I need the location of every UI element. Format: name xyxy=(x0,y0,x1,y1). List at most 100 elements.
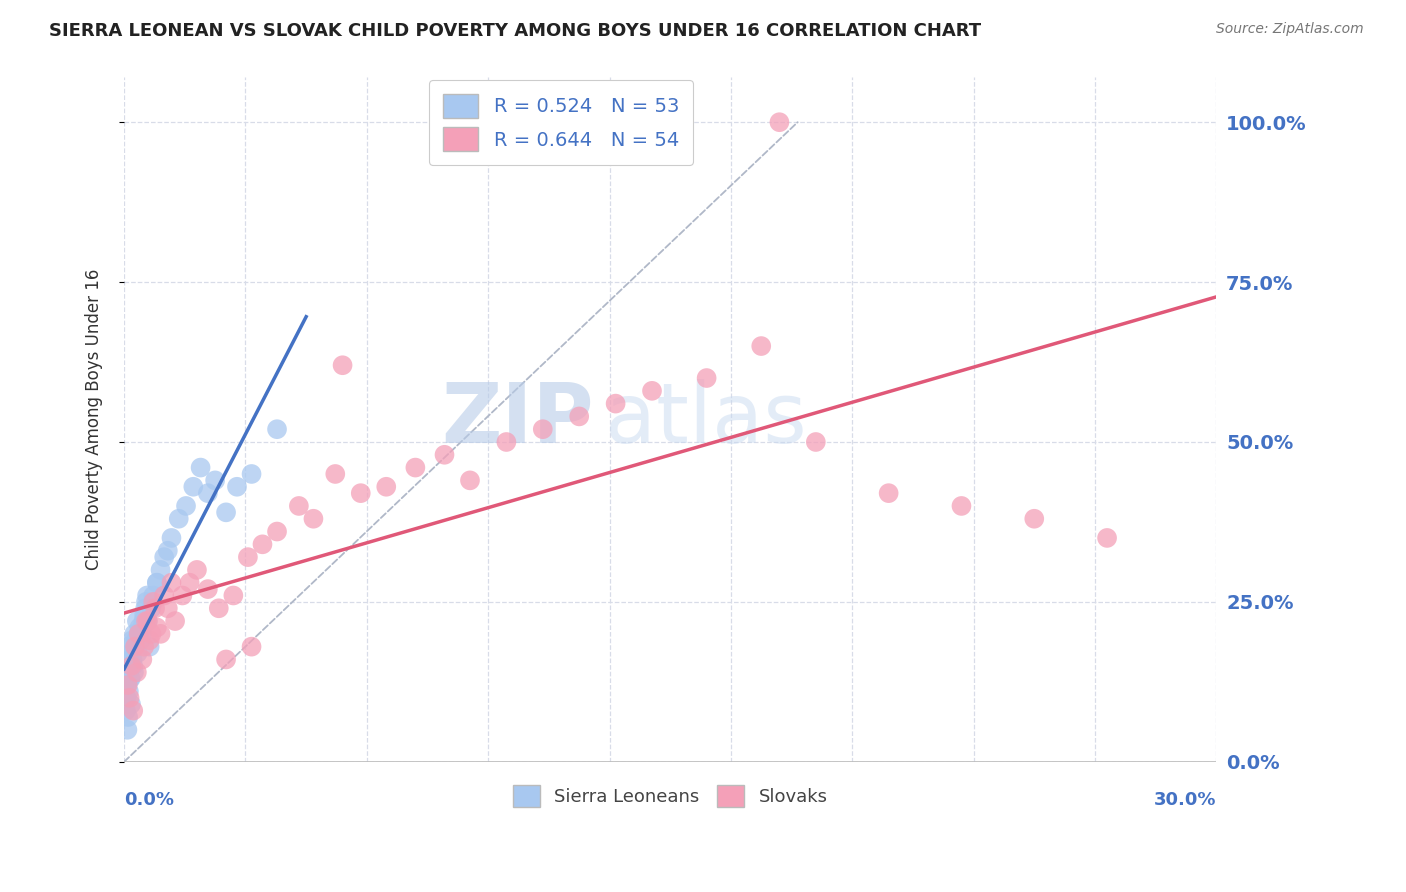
Point xyxy=(125,614,148,628)
Point xyxy=(134,601,156,615)
Point xyxy=(129,633,152,648)
Point xyxy=(197,582,219,596)
Point xyxy=(122,658,145,673)
Point xyxy=(149,627,172,641)
Point xyxy=(120,697,142,711)
Point xyxy=(167,512,190,526)
Point xyxy=(215,505,238,519)
Point xyxy=(302,512,325,526)
Point xyxy=(179,575,201,590)
Point xyxy=(138,633,160,648)
Point xyxy=(142,589,165,603)
Point xyxy=(136,589,159,603)
Point xyxy=(153,589,176,603)
Point xyxy=(153,550,176,565)
Point xyxy=(146,575,169,590)
Point xyxy=(118,684,141,698)
Point xyxy=(120,658,142,673)
Point xyxy=(226,480,249,494)
Point xyxy=(156,543,179,558)
Point xyxy=(495,435,517,450)
Point xyxy=(804,435,827,450)
Point xyxy=(117,665,139,680)
Legend: Sierra Leoneans, Slovaks: Sierra Leoneans, Slovaks xyxy=(505,778,835,814)
Point xyxy=(138,640,160,654)
Point xyxy=(950,499,973,513)
Point xyxy=(125,633,148,648)
Point xyxy=(252,537,274,551)
Point xyxy=(124,640,146,654)
Point xyxy=(156,601,179,615)
Point xyxy=(120,672,142,686)
Point xyxy=(186,563,208,577)
Point xyxy=(136,614,159,628)
Point xyxy=(121,652,143,666)
Point xyxy=(749,339,772,353)
Text: Source: ZipAtlas.com: Source: ZipAtlas.com xyxy=(1216,22,1364,37)
Point xyxy=(118,672,141,686)
Text: 30.0%: 30.0% xyxy=(1154,790,1216,808)
Point xyxy=(120,646,142,660)
Point xyxy=(174,499,197,513)
Point xyxy=(165,614,187,628)
Point xyxy=(124,640,146,654)
Point xyxy=(877,486,900,500)
Point xyxy=(128,627,150,641)
Text: atlas: atlas xyxy=(605,379,807,460)
Point xyxy=(768,115,790,129)
Point xyxy=(142,595,165,609)
Text: ZIP: ZIP xyxy=(441,379,593,460)
Point xyxy=(115,704,138,718)
Point xyxy=(375,480,398,494)
Point xyxy=(135,595,157,609)
Point xyxy=(131,620,153,634)
Point xyxy=(124,627,146,641)
Point xyxy=(117,678,139,692)
Point xyxy=(149,563,172,577)
Point xyxy=(1024,512,1046,526)
Point xyxy=(160,575,183,590)
Point xyxy=(266,524,288,539)
Point xyxy=(433,448,456,462)
Point xyxy=(531,422,554,436)
Point xyxy=(236,550,259,565)
Point xyxy=(131,652,153,666)
Point xyxy=(115,658,138,673)
Point xyxy=(128,627,150,641)
Point xyxy=(332,358,354,372)
Point xyxy=(160,531,183,545)
Point xyxy=(143,601,166,615)
Point xyxy=(132,614,155,628)
Point xyxy=(266,422,288,436)
Point xyxy=(121,633,143,648)
Point xyxy=(141,601,163,615)
Point xyxy=(125,665,148,680)
Point xyxy=(117,723,139,737)
Point xyxy=(404,460,426,475)
Point xyxy=(117,640,139,654)
Point xyxy=(117,710,139,724)
Point xyxy=(323,467,346,481)
Point xyxy=(115,678,138,692)
Point xyxy=(197,486,219,500)
Point xyxy=(240,467,263,481)
Text: 0.0%: 0.0% xyxy=(124,790,174,808)
Point xyxy=(240,640,263,654)
Point xyxy=(128,620,150,634)
Y-axis label: Child Poverty Among Boys Under 16: Child Poverty Among Boys Under 16 xyxy=(86,268,103,570)
Point xyxy=(1095,531,1118,545)
Point xyxy=(146,575,169,590)
Point xyxy=(181,480,204,494)
Point xyxy=(115,690,138,705)
Point xyxy=(288,499,311,513)
Point xyxy=(134,607,156,622)
Point xyxy=(190,460,212,475)
Point xyxy=(122,704,145,718)
Point xyxy=(127,646,149,660)
Point xyxy=(118,652,141,666)
Point xyxy=(131,627,153,641)
Point xyxy=(568,409,591,424)
Point xyxy=(135,614,157,628)
Point xyxy=(215,652,238,666)
Point xyxy=(641,384,664,398)
